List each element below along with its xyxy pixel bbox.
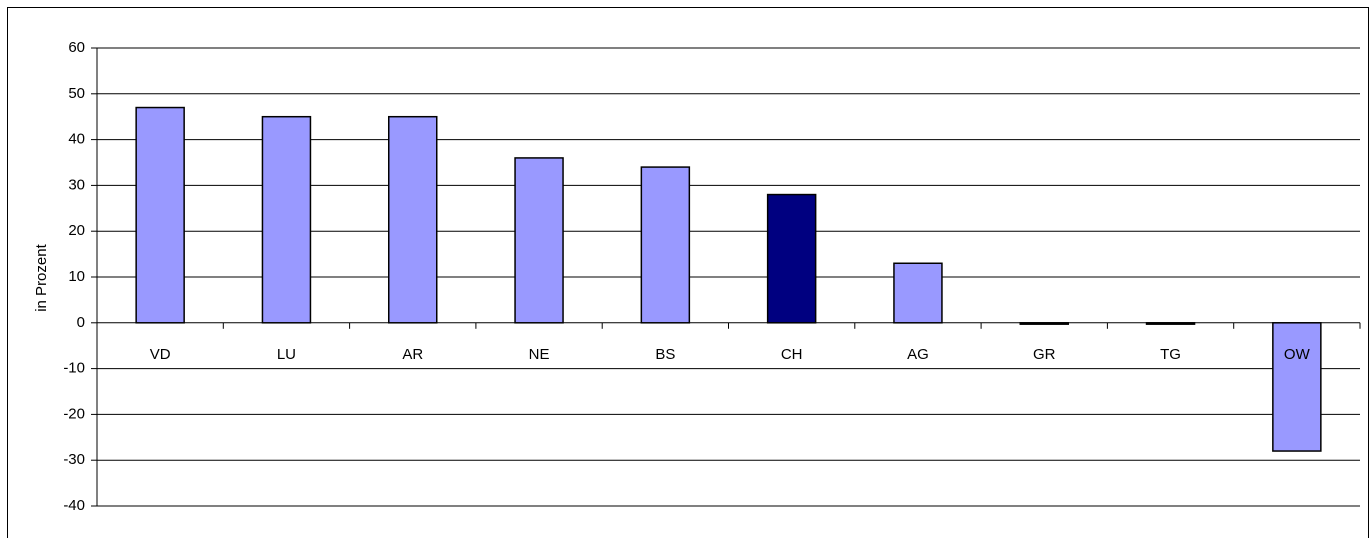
- bar: [1272, 322, 1322, 452]
- y-tick-label: 30: [68, 176, 85, 193]
- y-tick-label: -30: [63, 451, 85, 468]
- x-tick-label: NE: [529, 346, 550, 363]
- bar: [766, 193, 817, 324]
- x-tick-label: GR: [1033, 346, 1056, 363]
- x-tick-label: OW: [1284, 346, 1311, 363]
- y-tick-label: -40: [63, 497, 85, 514]
- x-tick-label: TG: [1160, 346, 1181, 363]
- x-tick-label: AG: [907, 346, 929, 363]
- x-tick-label: LU: [277, 346, 296, 363]
- bar: [640, 166, 691, 324]
- bar: [893, 262, 943, 324]
- x-tick-label: BS: [655, 346, 675, 363]
- x-tick-label: AR: [402, 346, 423, 363]
- y-tick-label: 40: [68, 131, 85, 148]
- bar: [135, 106, 185, 324]
- bar: [388, 115, 438, 324]
- bar: [261, 115, 312, 324]
- y-tick-label: 10: [68, 268, 85, 285]
- chart-frame: [7, 7, 1369, 538]
- y-tick-label: -10: [63, 360, 85, 377]
- y-axis-label: in Prozent: [33, 243, 50, 311]
- x-tick-label: CH: [781, 346, 803, 363]
- bar: [1145, 322, 1196, 325]
- y-tick-label: -20: [63, 405, 85, 422]
- bar: [514, 157, 564, 324]
- y-tick-label: 50: [68, 85, 85, 102]
- y-tick-label: 20: [68, 222, 85, 239]
- y-tick-label: 0: [77, 314, 85, 331]
- x-tick-label: VD: [150, 346, 171, 363]
- y-tick-label: 60: [68, 39, 85, 56]
- bar: [1019, 322, 1069, 325]
